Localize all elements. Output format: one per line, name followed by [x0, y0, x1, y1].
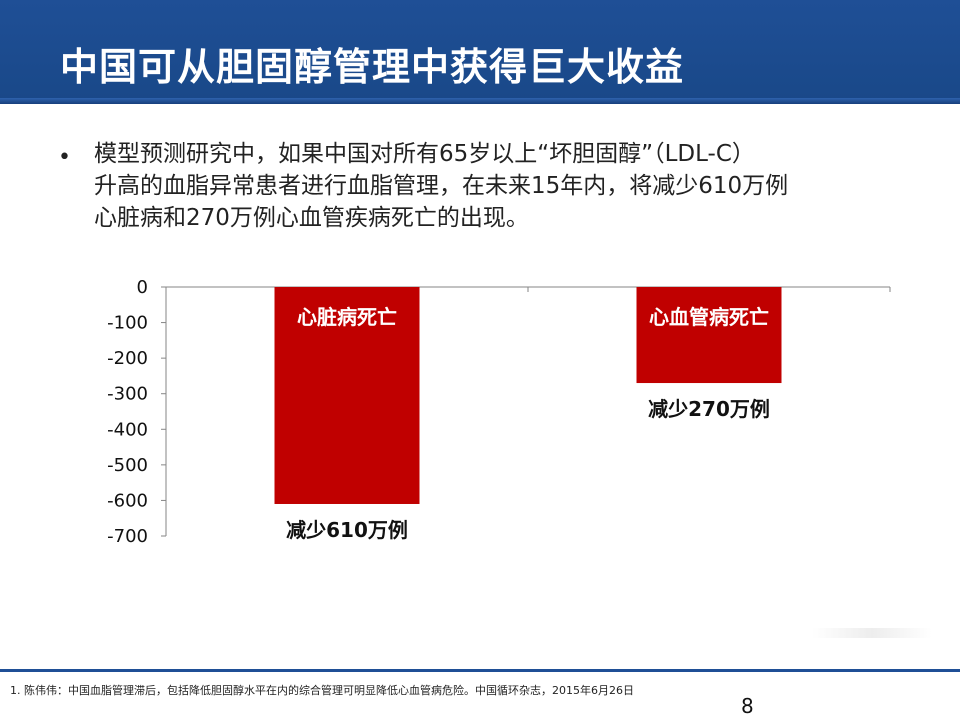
- title-bar: 中国可从胆固醇管理中获得巨大收益: [0, 0, 960, 104]
- page-number: 8: [741, 694, 754, 718]
- watermark: [812, 628, 932, 638]
- bullet-line: 模型预测研究中，如果中国对所有65岁以上“坏胆固醇”（LDL-C）: [94, 141, 755, 167]
- bar: [636, 287, 782, 384]
- slide-title: 中国可从胆固醇管理中获得巨大收益: [60, 45, 685, 89]
- y-tick-label: -400: [107, 419, 148, 440]
- bullet-line: 升高的血脂异常患者进行血脂管理，在未来15年内，将减少610万例: [94, 173, 789, 199]
- y-tick-label: -100: [107, 313, 148, 334]
- data-annotation: 减少610万例: [286, 518, 408, 542]
- bullet-paragraph: 模型预测研究中，如果中国对所有65岁以上“坏胆固醇”（LDL-C） 升高的血脂异…: [94, 138, 914, 234]
- y-tick-label: -600: [107, 490, 148, 511]
- footer-divider: [0, 669, 960, 672]
- footnote: 1. 陈伟伟：中国血脂管理滞后，包括降低胆固醇水平在内的综合管理可明显降低心血管…: [10, 684, 634, 697]
- bullet-icon: •: [58, 145, 71, 170]
- y-tick-label: -500: [107, 455, 148, 476]
- bar-label: 心血管病死亡: [649, 305, 769, 329]
- data-annotation: 减少270万例: [648, 397, 770, 421]
- y-tick-label: -300: [107, 384, 148, 405]
- y-tick-label: -700: [107, 526, 148, 547]
- bar: [274, 287, 420, 504]
- y-tick-label: -200: [107, 348, 148, 369]
- bullet-line: 心脏病和270万例心血管疾病死亡的出现。: [94, 205, 529, 231]
- bar-label: 心脏病死亡: [297, 305, 397, 329]
- y-tick-label: 0: [137, 277, 148, 298]
